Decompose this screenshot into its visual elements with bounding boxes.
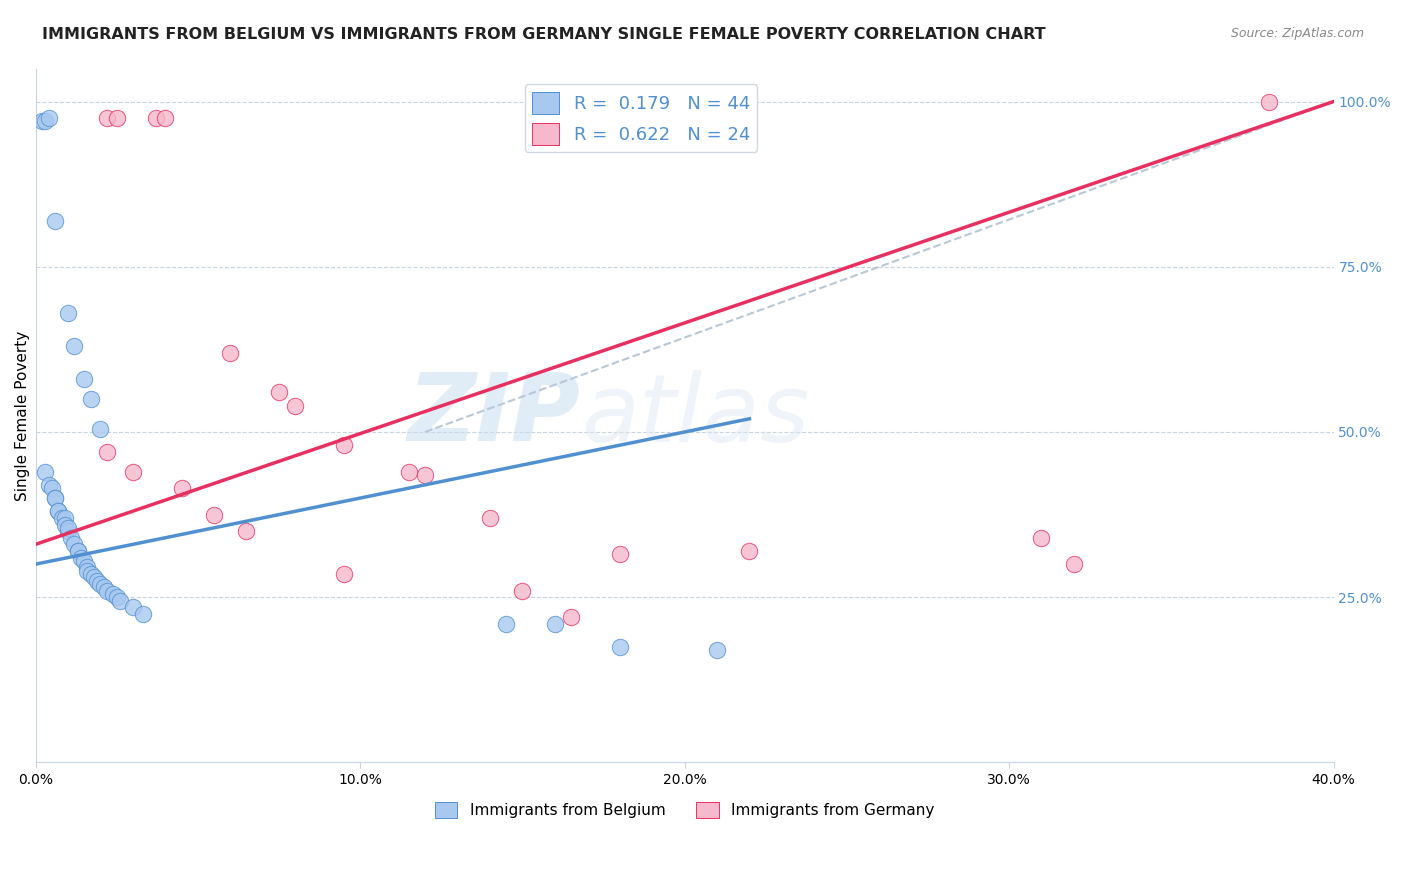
Point: [63, 537, 86, 551]
Point: [333, 438, 356, 452]
Point: [202, 508, 225, 522]
Point: [76, 564, 98, 578]
Point: [1031, 531, 1053, 545]
Point: [73, 554, 96, 568]
Point: [86, 574, 108, 588]
Point: [738, 544, 761, 558]
Point: [46, 504, 69, 518]
Point: [34, 465, 56, 479]
Point: [510, 583, 533, 598]
Point: [267, 385, 290, 400]
Point: [53, 511, 76, 525]
Point: [1063, 557, 1085, 571]
Point: [89, 422, 111, 436]
Point: [96, 111, 118, 125]
Point: [96, 445, 118, 459]
Point: [38, 111, 60, 125]
Text: IMMIGRANTS FROM BELGIUM VS IMMIGRANTS FROM GERMANY SINGLE FEMALE POVERTY CORRELA: IMMIGRANTS FROM BELGIUM VS IMMIGRANTS FR…: [42, 27, 1046, 42]
Point: [51, 511, 73, 525]
Point: [478, 511, 501, 525]
Point: [56, 306, 79, 320]
Point: [53, 517, 76, 532]
Point: [96, 583, 118, 598]
Point: [333, 567, 356, 582]
Point: [63, 339, 86, 353]
Point: [170, 481, 193, 495]
Point: [1257, 95, 1279, 109]
Legend: Immigrants from Belgium, Immigrants from Germany: Immigrants from Belgium, Immigrants from…: [429, 796, 941, 824]
Point: [34, 114, 56, 128]
Point: [66, 544, 89, 558]
Point: [41, 481, 63, 495]
Point: [155, 111, 177, 125]
Point: [56, 521, 79, 535]
Point: [122, 465, 145, 479]
Point: [83, 570, 105, 584]
Point: [495, 616, 517, 631]
Point: [706, 643, 728, 657]
Point: [89, 577, 111, 591]
Point: [398, 465, 420, 479]
Point: [38, 478, 60, 492]
Point: [609, 640, 631, 654]
Point: [76, 560, 98, 574]
Text: atlas: atlas: [581, 370, 808, 461]
Point: [73, 372, 96, 386]
Point: [80, 392, 103, 406]
Point: [413, 467, 436, 482]
Point: [284, 399, 307, 413]
Point: [66, 544, 89, 558]
Point: [46, 504, 69, 518]
Text: ZIP: ZIP: [408, 369, 581, 461]
Point: [93, 580, 115, 594]
Point: [219, 345, 242, 359]
Point: [235, 524, 257, 538]
Point: [105, 111, 128, 125]
Point: [544, 616, 567, 631]
Point: [60, 531, 83, 545]
Point: [145, 111, 167, 125]
Point: [80, 567, 103, 582]
Point: [56, 524, 79, 538]
Y-axis label: Single Female Poverty: Single Female Poverty: [15, 330, 30, 500]
Point: [108, 593, 131, 607]
Point: [105, 591, 128, 605]
Point: [609, 547, 631, 561]
Point: [44, 491, 66, 505]
Text: Source: ZipAtlas.com: Source: ZipAtlas.com: [1230, 27, 1364, 40]
Point: [122, 600, 145, 615]
Point: [103, 587, 125, 601]
Point: [70, 550, 93, 565]
Point: [31, 114, 53, 128]
Point: [44, 213, 66, 227]
Point: [131, 607, 153, 621]
Point: [44, 491, 66, 505]
Point: [560, 610, 582, 624]
